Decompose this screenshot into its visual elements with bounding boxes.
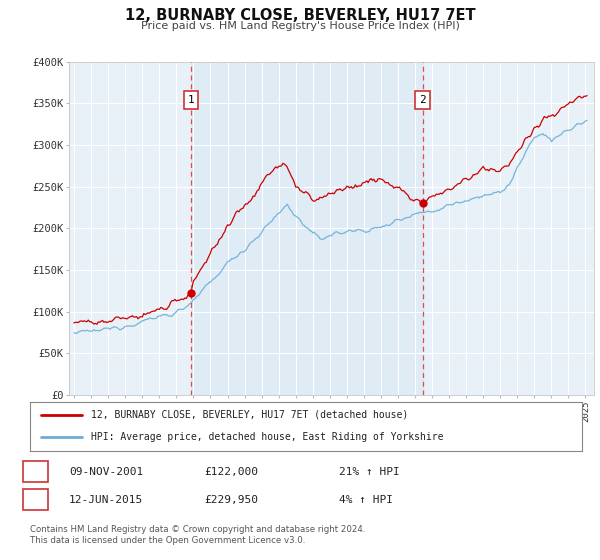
Text: HPI: Average price, detached house, East Riding of Yorkshire: HPI: Average price, detached house, East… [91,432,443,442]
Text: 09-NOV-2001: 09-NOV-2001 [69,466,143,477]
Text: £229,950: £229,950 [204,494,258,505]
Text: 4% ↑ HPI: 4% ↑ HPI [339,494,393,505]
Text: 12-JUN-2015: 12-JUN-2015 [69,494,143,505]
Text: 12, BURNABY CLOSE, BEVERLEY, HU17 7ET (detached house): 12, BURNABY CLOSE, BEVERLEY, HU17 7ET (d… [91,410,408,420]
Text: 2: 2 [419,95,426,105]
Text: 1: 1 [32,466,39,477]
Text: 21% ↑ HPI: 21% ↑ HPI [339,466,400,477]
Bar [191,62,422,395]
Text: 2: 2 [32,494,39,505]
Text: 12, BURNABY CLOSE, BEVERLEY, HU17 7ET: 12, BURNABY CLOSE, BEVERLEY, HU17 7ET [125,8,475,24]
Text: Contains HM Land Registry data © Crown copyright and database right 2024.
This d: Contains HM Land Registry data © Crown c… [30,525,365,545]
Text: Price paid vs. HM Land Registry's House Price Index (HPI): Price paid vs. HM Land Registry's House … [140,21,460,31]
Text: £122,000: £122,000 [204,466,258,477]
Text: 1: 1 [188,95,194,105]
